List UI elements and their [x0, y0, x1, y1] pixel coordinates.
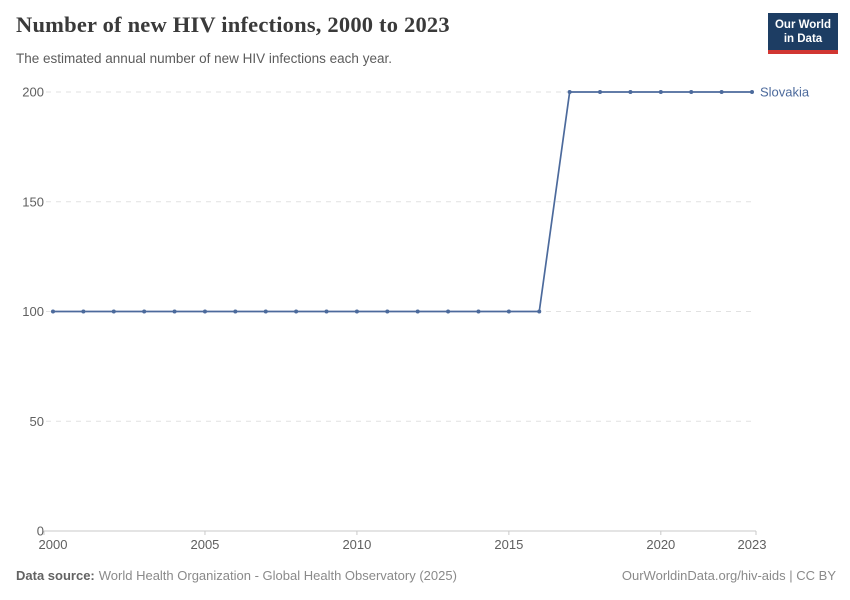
data-point-slovakia-2017[interactable]	[567, 90, 572, 94]
owid-logo-line1: Our World	[774, 19, 831, 31]
data-point-slovakia-2020[interactable]	[658, 90, 663, 94]
chart-footer: Data source: World Health Organization - …	[16, 568, 836, 583]
data-point-slovakia-2015[interactable]	[506, 309, 511, 314]
data-point-slovakia-2007[interactable]	[263, 309, 268, 314]
data-point-slovakia-2010[interactable]	[354, 309, 359, 314]
data-point-slovakia-2003[interactable]	[142, 309, 147, 314]
data-point-slovakia-2019[interactable]	[628, 90, 633, 94]
data-point-slovakia-2012[interactable]	[415, 309, 420, 314]
owid-logo-line2: in Data	[783, 33, 823, 45]
data-point-slovakia-2018[interactable]	[598, 90, 603, 94]
series-end-label[interactable]: Slovakia	[760, 85, 810, 100]
data-point-slovakia-2011[interactable]	[385, 309, 390, 314]
x-tick-label-2010: 2010	[342, 537, 371, 552]
data-source-note: Data source: World Health Organization - …	[16, 568, 457, 583]
x-tick-label-2005: 2005	[190, 537, 219, 552]
data-point-slovakia-2014[interactable]	[476, 309, 481, 314]
license-link[interactable]: OurWorldinData.org/hiv-aids | CC BY	[621, 568, 836, 583]
chart-subtitle: The estimated annual number of new HIV i…	[16, 51, 392, 66]
x-tick-label-2015: 2015	[494, 537, 523, 552]
x-tick-label-2020: 2020	[646, 537, 675, 552]
y-tick-label-200: 200	[22, 85, 44, 100]
data-point-slovakia-2000[interactable]	[51, 309, 55, 314]
data-point-slovakia-2004[interactable]	[172, 309, 177, 314]
data-point-slovakia-2005[interactable]	[202, 309, 207, 314]
data-point-slovakia-2009[interactable]	[324, 309, 329, 314]
data-point-slovakia-2022[interactable]	[719, 90, 724, 94]
data-line-slovakia[interactable]	[52, 91, 753, 313]
x-tick-label-2000: 2000	[39, 537, 68, 552]
y-tick-label-150: 150	[22, 194, 44, 209]
y-tick-label-0: 0	[37, 524, 44, 539]
data-point-slovakia-2023[interactable]	[750, 90, 754, 94]
data-source-value: World Health Organization - Global Healt…	[98, 568, 457, 583]
data-point-slovakia-2013[interactable]	[446, 309, 451, 314]
x-tick-label-2023: 2023	[738, 537, 767, 552]
y-tick-label-100: 100	[22, 304, 44, 319]
y-tick-label-50: 50	[30, 414, 44, 429]
data-point-slovakia-2006[interactable]	[233, 309, 238, 314]
data-point-slovakia-2002[interactable]	[111, 309, 116, 314]
data-point-slovakia-2016[interactable]	[537, 309, 542, 314]
page-title: Number of new HIV infections, 2000 to 20…	[16, 12, 450, 37]
owid-logo[interactable]: Our World in Data	[768, 13, 838, 54]
data-point-slovakia-2021[interactable]	[689, 90, 694, 94]
data-point-slovakia-2001[interactable]	[81, 309, 86, 314]
data-point-slovakia-2008[interactable]	[294, 309, 299, 314]
data-source-label: Data source:	[16, 568, 95, 583]
